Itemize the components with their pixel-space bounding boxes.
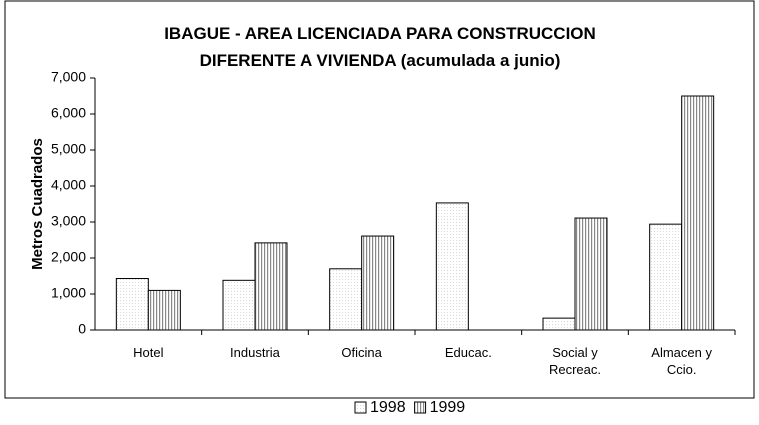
bar: [222, 279, 256, 331]
bar: [649, 223, 683, 331]
bar: [254, 242, 288, 331]
y-tick-label: 1,000: [51, 285, 86, 301]
bar: [329, 268, 363, 331]
y-tick-label: 4,000: [51, 177, 86, 193]
legend-swatch: [354, 401, 367, 414]
x-tick-label: Industria: [230, 345, 280, 360]
chart-border: [4, 0, 755, 399]
y-tick-label: 7,000: [51, 69, 86, 85]
y-tick-label: 5,000: [51, 141, 86, 157]
x-tick-label: Almacen y Ccio.: [651, 345, 712, 377]
y-tick-label: 0: [78, 321, 86, 337]
chart-title: IBAGUE - AREA LICENCIADA PARA CONSTRUCCI…: [164, 24, 596, 70]
bar: [574, 217, 608, 331]
bar: [681, 95, 715, 331]
bar: [361, 235, 395, 331]
bar: [542, 317, 576, 331]
bar: [115, 278, 149, 331]
y-axis-label: Metros Cuadrados: [29, 138, 46, 270]
y-tick-label: 6,000: [51, 105, 86, 121]
bar: [147, 289, 181, 331]
bar: [435, 202, 469, 331]
legend-swatch: [414, 401, 427, 414]
y-tick-label: 2,000: [51, 249, 86, 265]
x-tick-label: Social y Recreac.: [548, 345, 601, 377]
x-tick-label: Educac.: [444, 345, 492, 360]
x-tick-label: Hotel: [133, 345, 164, 360]
legend-label: 1999: [430, 399, 466, 416]
legend-label: 1998: [370, 399, 406, 416]
y-tick-label: 3,000: [51, 213, 86, 229]
x-tick-label: Oficina: [341, 345, 382, 360]
